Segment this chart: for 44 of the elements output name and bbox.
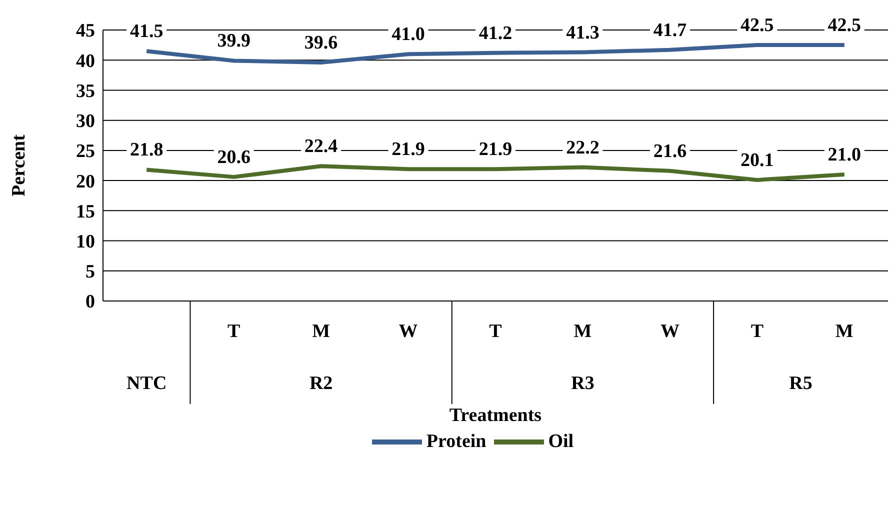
data-label: 39.6 — [304, 32, 338, 54]
legend-label: Oil — [548, 431, 574, 453]
data-label: 20.1 — [740, 150, 774, 171]
data-label: 42.5 — [740, 15, 774, 36]
data-label: 21.9 — [392, 139, 425, 160]
x-tick-label: W — [660, 321, 680, 342]
data-label: 41.0 — [392, 24, 425, 46]
y-tick-label: 5 — [86, 262, 95, 283]
x-tick-label: T — [489, 321, 502, 342]
data-label: 41.5 — [130, 21, 164, 42]
y-axis-title: Percent — [8, 134, 30, 196]
data-label: 21.0 — [828, 144, 862, 166]
y-tick-label: 25 — [76, 141, 95, 162]
data-label: 21.9 — [478, 139, 512, 160]
y-tick-label: 10 — [76, 232, 95, 253]
y-tick-label: 35 — [76, 80, 95, 102]
x-tick-label: M — [574, 321, 592, 342]
x-tick-label: W — [398, 321, 418, 342]
data-label: 39.9 — [217, 30, 250, 52]
y-tick-label: 40 — [76, 50, 95, 72]
y-tick-label: 30 — [76, 111, 95, 132]
x-tick-label: M — [312, 321, 330, 342]
data-label: 42.5 — [828, 15, 862, 36]
text: R5 — [789, 373, 812, 394]
data-label: 20.6 — [217, 146, 250, 168]
x-tick-label: T — [227, 321, 240, 342]
x-tick-label: M — [835, 321, 854, 342]
y-tick-label: 0 — [86, 292, 95, 313]
data-label: 41.2 — [478, 22, 512, 44]
data-label: 41.3 — [566, 22, 600, 44]
data-label: 41.7 — [653, 20, 688, 41]
text: R2 — [309, 373, 333, 394]
legend-label: Protein — [426, 431, 486, 453]
y-tick-label: 15 — [76, 201, 95, 222]
data-label: 22.2 — [566, 137, 600, 158]
data-label: 22.4 — [304, 136, 338, 158]
x-axis-title: Treatments — [449, 405, 542, 426]
text: NTC — [126, 373, 167, 394]
y-tick-label: 20 — [76, 171, 95, 192]
x-tick-label: T — [750, 321, 764, 342]
text: R3 — [571, 373, 594, 394]
y-tick-label: 45 — [76, 20, 95, 42]
data-label: 21.8 — [130, 140, 164, 161]
data-label: 21.6 — [653, 140, 687, 162]
